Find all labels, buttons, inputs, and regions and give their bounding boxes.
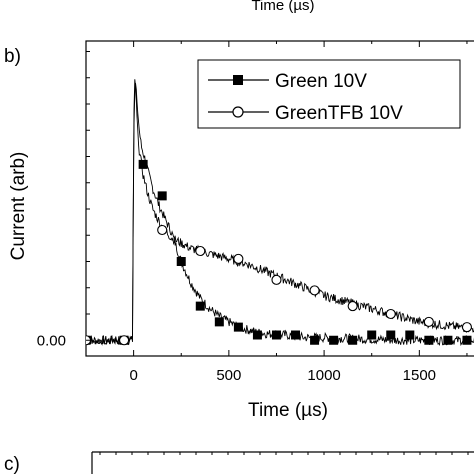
data-point-green-10v — [405, 330, 415, 340]
data-point-green-10v — [233, 322, 243, 332]
data-point-green-10v — [462, 335, 472, 345]
y-axis-title: Current (arb) — [8, 152, 29, 261]
data-point-green-10v — [214, 317, 224, 327]
data-point-greentfb-10v — [385, 308, 396, 320]
x-tick-label: 1500 — [403, 367, 436, 384]
data-point-green-10v — [348, 335, 358, 345]
data-point-green-10v — [195, 301, 205, 311]
data-point-greentfb-10v — [423, 316, 434, 327]
data-point-greentfb-10v — [461, 322, 473, 333]
legend: Green 10V GreenTFB 10V — [197, 59, 461, 129]
panel-b-label: b) — [4, 46, 21, 67]
series-line-greentfb-10v — [86, 79, 474, 345]
panel-c-label: c) — [4, 454, 20, 474]
data-point-green-10v — [176, 257, 186, 266]
data-point-green-10v — [424, 335, 434, 345]
legend-marker-greentfb — [232, 106, 244, 118]
data-point-green-10v — [310, 335, 320, 345]
data-point-green-10v — [367, 330, 377, 340]
data-point-greentfb-10v — [233, 253, 244, 264]
data-point-green-10v — [291, 330, 301, 340]
data-point-green-10v — [138, 159, 148, 169]
plot-frame — [85, 40, 474, 357]
top-panel-xlabel: Time (µs) — [251, 0, 314, 14]
x-tick-label: 500 — [216, 367, 241, 384]
series-line-green-10v — [86, 82, 474, 347]
legend-label-green: Green 10V — [275, 71, 367, 92]
data-point-greentfb-10v — [157, 224, 168, 236]
x-tick-label: 1000 — [307, 367, 340, 384]
panel-c-ticks — [99, 452, 469, 455]
x-axis-title: Time (µs) — [248, 400, 328, 421]
data-point-greentfb-10v — [309, 285, 320, 296]
legend-label-greentfb: GreenTFB 10V — [275, 103, 403, 124]
data-point-green-10v — [443, 335, 453, 345]
data-point-green-10v — [329, 335, 339, 345]
data-point-greentfb-10v — [195, 245, 206, 257]
axis-ticks: 0 500 1000 1500 0.00 — [37, 41, 468, 384]
legend-marker-green — [233, 75, 243, 85]
y-tick-label: 0.00 — [37, 332, 66, 349]
data-point-greentfb-10v — [347, 301, 358, 312]
data-point-greentfb-10v — [271, 274, 282, 285]
plot-area — [86, 79, 474, 347]
legend-box — [197, 59, 461, 129]
data-point-green-10v — [271, 330, 281, 340]
data-point-green-10v — [157, 191, 167, 201]
data-point-greentfb-10v — [119, 335, 130, 346]
data-point-green-10v — [252, 330, 262, 340]
x-tick-label: 0 — [129, 367, 137, 384]
data-point-green-10v — [386, 330, 396, 340]
